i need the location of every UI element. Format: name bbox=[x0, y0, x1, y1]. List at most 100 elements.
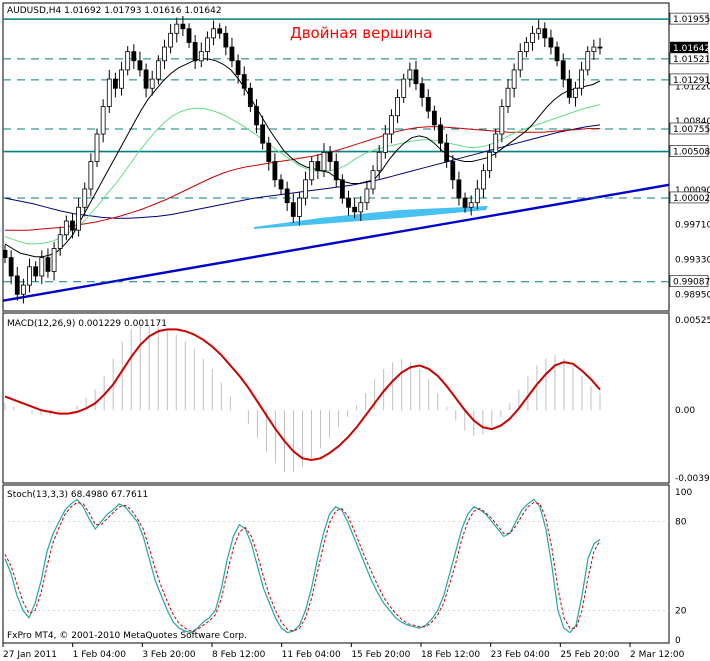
time-tick-label: 15 Feb 20:00 bbox=[351, 650, 410, 660]
macd-signal-line bbox=[4, 328, 601, 462]
current-price-box bbox=[670, 41, 708, 53]
candle-body bbox=[499, 106, 505, 135]
trend-line bbox=[2, 183, 670, 302]
ma-green-line bbox=[4, 104, 601, 245]
candle-body bbox=[560, 60, 566, 80]
candle-body bbox=[278, 179, 284, 190]
candle-body bbox=[382, 133, 388, 153]
candle-body bbox=[468, 202, 474, 208]
candle-body bbox=[174, 23, 180, 34]
candle-body bbox=[155, 60, 161, 80]
level-tag-label: 1.00755 bbox=[673, 125, 710, 135]
stoch-header: Stoch(13,3,3) 68.4980 67.7611 bbox=[7, 490, 148, 500]
level-tag-label: 1.01955 bbox=[673, 15, 710, 25]
candle-body bbox=[39, 257, 45, 277]
candle-body bbox=[235, 60, 241, 75]
axis-layer: 1.01220 1.00840 1.00090 0.99710 0.99330 0.989… bbox=[2, 12, 710, 660]
candle-body bbox=[315, 161, 321, 172]
candle-body bbox=[566, 78, 572, 98]
level-tag-box bbox=[669, 12, 709, 25]
candle-body bbox=[229, 46, 235, 62]
candle-body bbox=[505, 87, 511, 107]
level-tag-box bbox=[669, 122, 709, 135]
candle-body bbox=[106, 78, 112, 107]
ma-fast-line bbox=[4, 58, 601, 258]
macd-tick-label: 0.00525 bbox=[675, 316, 710, 326]
candle-body bbox=[321, 151, 327, 172]
pattern-annotation: Двойная вершина bbox=[290, 24, 432, 42]
candle-body bbox=[162, 46, 167, 62]
candle-body bbox=[63, 220, 69, 236]
candle-body bbox=[168, 32, 174, 48]
candle-body bbox=[100, 106, 106, 135]
stoch-panel[interactable] bbox=[2, 484, 670, 644]
candle-body bbox=[487, 151, 492, 172]
candle-body bbox=[186, 28, 192, 43]
candle-body bbox=[205, 37, 210, 53]
candle-body bbox=[407, 69, 413, 80]
candle-body bbox=[548, 37, 554, 48]
candle-body bbox=[364, 188, 370, 204]
candle-body bbox=[266, 142, 272, 162]
candle-body bbox=[198, 51, 204, 62]
stoch-main-line bbox=[4, 498, 601, 634]
ma-navy-line bbox=[4, 124, 601, 219]
level-tag-box bbox=[669, 275, 709, 288]
candle-body bbox=[241, 74, 247, 89]
candle-body bbox=[70, 220, 75, 231]
candle-body bbox=[94, 133, 100, 162]
candle-body bbox=[389, 115, 394, 135]
time-tick-label: 18 Feb 12:00 bbox=[421, 650, 480, 660]
candle-body bbox=[137, 60, 143, 71]
macd-tick-label: -0.00395 bbox=[675, 474, 710, 484]
candle-body bbox=[579, 69, 584, 89]
candle-body bbox=[119, 69, 124, 89]
time-tick-label: 2 Mar 12:00 bbox=[630, 650, 685, 660]
candle-body bbox=[260, 124, 266, 144]
stoch-tick-label: 0 bbox=[675, 636, 681, 646]
candle-body bbox=[419, 83, 425, 98]
candle-body bbox=[8, 257, 14, 277]
level-tag-label: 1.01521 bbox=[673, 55, 710, 65]
stoch-tick-label: 20 bbox=[675, 606, 687, 616]
candle-body bbox=[413, 69, 419, 85]
support-highlight bbox=[254, 206, 488, 229]
candle-body bbox=[517, 51, 523, 71]
time-tick-label: 23 Feb 04:00 bbox=[491, 650, 550, 660]
candle-body bbox=[113, 78, 118, 89]
level-tag-label: 1.01291 bbox=[673, 76, 710, 86]
candle-body bbox=[211, 28, 216, 39]
level-tag-box bbox=[669, 145, 709, 157]
symbol-header: AUDUSD,H4 1.01692 1.01793 1.01616 1.0164… bbox=[7, 6, 222, 16]
candle-body bbox=[272, 161, 278, 181]
candle-body bbox=[523, 42, 529, 53]
candle-body bbox=[591, 46, 597, 53]
candle-body bbox=[431, 110, 437, 126]
candle-body bbox=[462, 197, 468, 208]
candle-body bbox=[444, 142, 450, 162]
candle-body bbox=[149, 78, 155, 89]
candle-body bbox=[542, 28, 548, 39]
candle-body bbox=[303, 179, 308, 199]
level-tag-label: 1.00002 bbox=[673, 194, 710, 204]
level-tag-box bbox=[669, 52, 709, 65]
candle-body bbox=[82, 188, 88, 208]
current-price-label: 1.01642 bbox=[673, 44, 710, 54]
candle-body bbox=[57, 234, 63, 249]
candle-body bbox=[339, 179, 345, 199]
candle-body bbox=[88, 161, 94, 190]
candle-body bbox=[125, 51, 131, 71]
footer-copyright: FxPro MT4, © 2001-2010 MetaQuotes Softwa… bbox=[7, 631, 247, 641]
candle-body bbox=[76, 206, 82, 231]
candle-body bbox=[450, 161, 456, 181]
candle-body bbox=[554, 46, 560, 62]
macd-panel[interactable] bbox=[2, 312, 670, 484]
price-tick-label: 0.98950 bbox=[675, 290, 710, 300]
candle-body bbox=[493, 133, 499, 153]
time-tick-label: 27 Jan 2011 bbox=[3, 650, 57, 660]
level-tag-label: 1.00508 bbox=[673, 148, 710, 158]
candle-body bbox=[192, 42, 198, 62]
macd-header: MACD(12,26,9) 0.001229 0.001171 bbox=[7, 319, 167, 329]
candle-body bbox=[27, 266, 32, 286]
